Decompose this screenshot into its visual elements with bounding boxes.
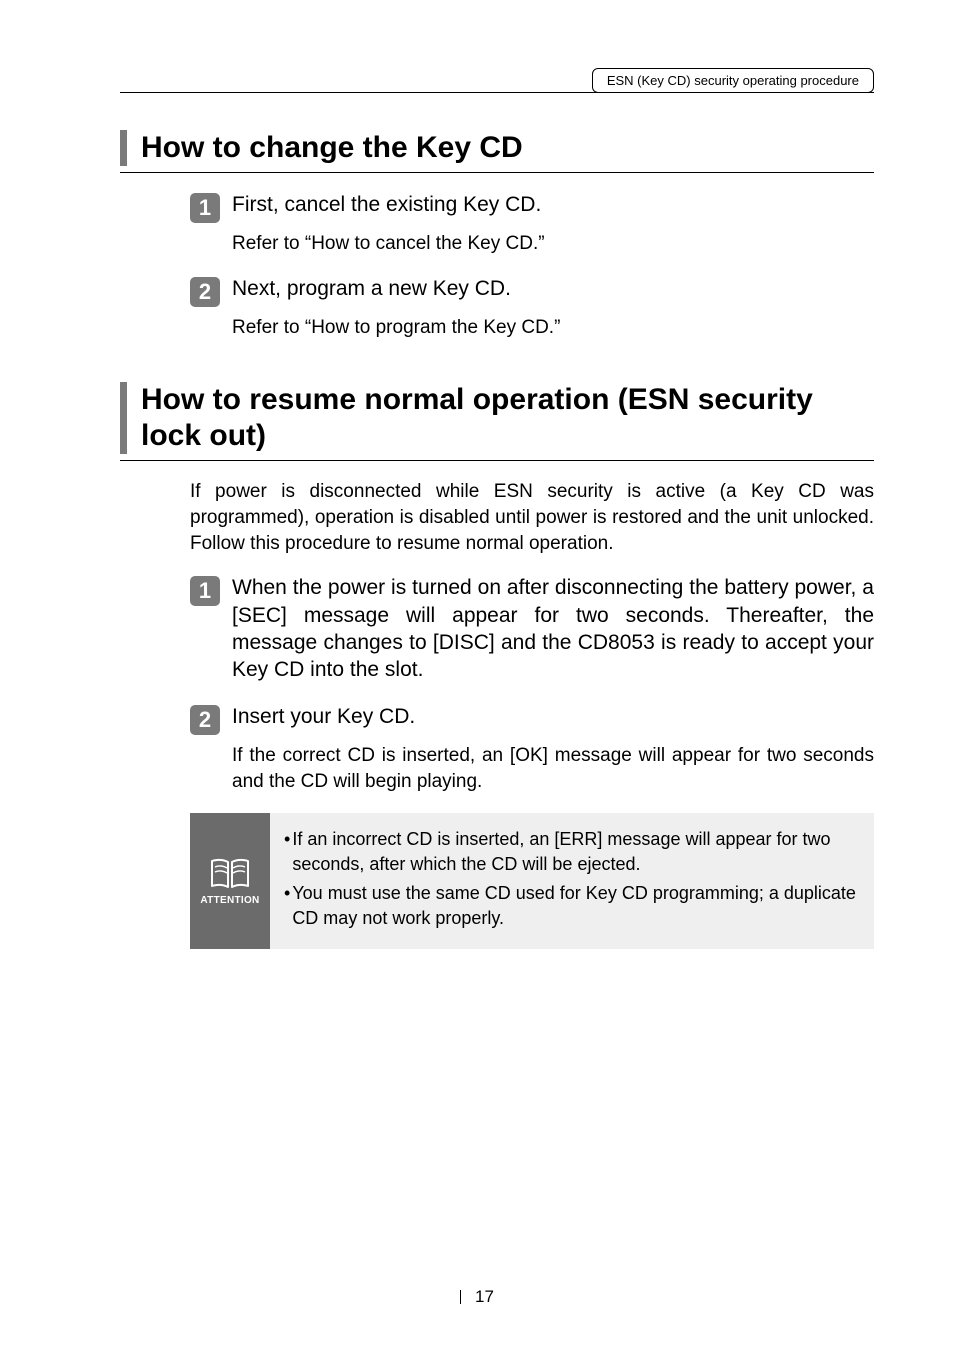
page-number-value: 17 [475, 1287, 494, 1306]
step-number-badge: 1 [190, 193, 220, 223]
page-body: How to change the Key CD 1 First, cancel… [0, 0, 954, 989]
step-body: Refer to “How to program the Key CD.” [232, 315, 874, 341]
attention-bullet-1: • If an incorrect CD is inserted, an [ER… [284, 827, 856, 877]
section2-step-1: 1 When the power is turned on after disc… [190, 574, 874, 683]
section1-title-rule [120, 172, 874, 173]
step-title: First, cancel the existing Key CD. [232, 191, 541, 218]
section2-step-2: 2 Insert your Key CD. [190, 703, 874, 735]
bullet-text: You must use the same CD used for Key CD… [292, 881, 856, 931]
step-body: Refer to “How to cancel the Key CD.” [232, 231, 874, 257]
page-number: 17 [0, 1287, 954, 1307]
step-number-badge: 2 [190, 705, 220, 735]
attention-badge: ATTENTION [190, 813, 270, 950]
section2-title: How to resume normal operation (ESN secu… [120, 382, 874, 454]
bullet-text: If an incorrect CD is inserted, an [ERR]… [292, 827, 856, 877]
step-title: Next, program a new Key CD. [232, 275, 511, 302]
section2-title-rule [120, 460, 874, 461]
content-area: How to change the Key CD 1 First, cancel… [120, 130, 874, 949]
bullet-dot-icon: • [284, 827, 290, 877]
step-number-badge: 1 [190, 576, 220, 606]
section1-step-2: 2 Next, program a new Key CD. [190, 275, 874, 307]
attention-label: ATTENTION [200, 895, 259, 906]
page-number-tick-icon [460, 1290, 461, 1304]
step-title: Insert your Key CD. [232, 703, 415, 730]
section2: How to resume normal operation (ESN secu… [120, 382, 874, 949]
section1-title: How to change the Key CD [120, 130, 874, 166]
header-rule [120, 92, 874, 93]
step-body: If the correct CD is inserted, an [OK] m… [232, 743, 874, 794]
section2-intro: If power is disconnected while ESN secur… [190, 479, 874, 556]
attention-box: ATTENTION • If an incorrect CD is insert… [190, 813, 874, 950]
book-icon [208, 857, 252, 891]
bullet-dot-icon: • [284, 881, 290, 931]
section1-step-1: 1 First, cancel the existing Key CD. [190, 191, 874, 223]
header-section-tab: ESN (Key CD) security operating procedur… [592, 68, 874, 93]
step-number-badge: 2 [190, 277, 220, 307]
step-title: When the power is turned on after discon… [232, 574, 874, 683]
attention-bullet-2: • You must use the same CD used for Key … [284, 881, 856, 931]
attention-text: • If an incorrect CD is inserted, an [ER… [270, 813, 874, 950]
